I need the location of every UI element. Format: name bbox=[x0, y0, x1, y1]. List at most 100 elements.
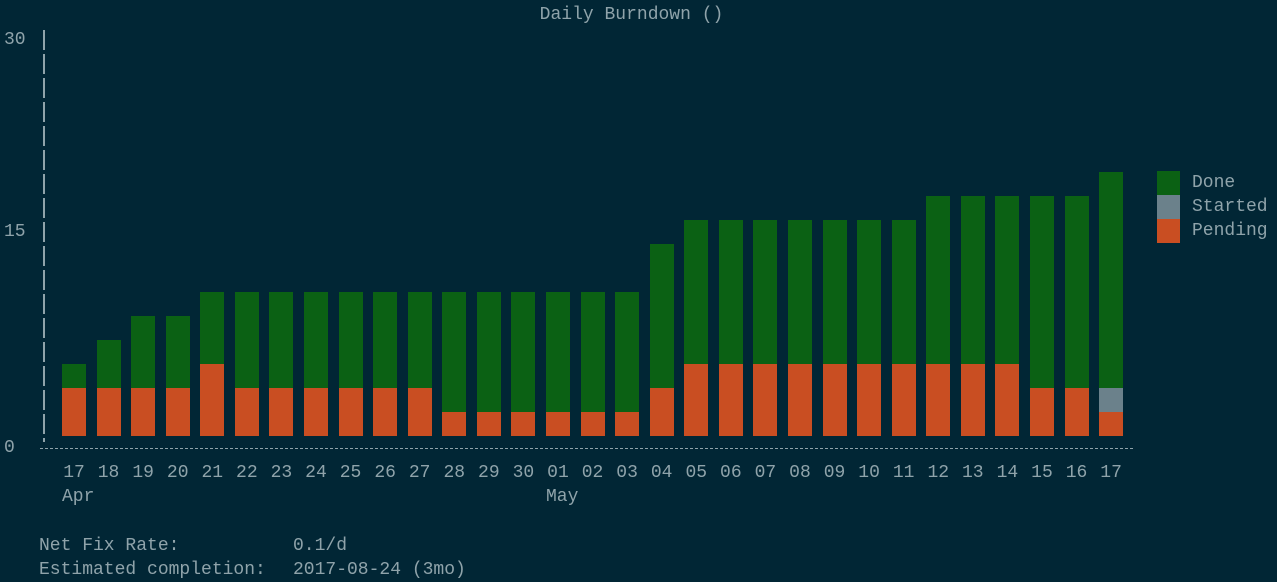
bar-done bbox=[891, 220, 916, 364]
bar-done bbox=[165, 316, 190, 388]
bar-done bbox=[1029, 196, 1054, 388]
bar-pending bbox=[269, 388, 294, 436]
x-tick-label: 16 bbox=[1065, 463, 1088, 483]
bar-done bbox=[753, 220, 778, 364]
bar-pending bbox=[373, 388, 398, 436]
x-tick-label: 04 bbox=[650, 463, 673, 483]
bar-done bbox=[62, 364, 86, 388]
x-tick-label: 07 bbox=[754, 463, 777, 483]
bar-pending bbox=[822, 364, 847, 436]
x-tick-label: 21 bbox=[201, 463, 224, 483]
bar-done bbox=[303, 292, 328, 388]
bar-pending bbox=[995, 364, 1020, 436]
bar-done bbox=[615, 292, 640, 412]
bar-pending bbox=[131, 388, 156, 436]
x-tick-label: 22 bbox=[236, 463, 258, 483]
bar-pending bbox=[926, 364, 951, 436]
x-tick-label: 15 bbox=[1031, 463, 1053, 483]
x-tick-label: 12 bbox=[927, 463, 950, 483]
y-tick-label: 30 bbox=[4, 30, 26, 50]
bar-done bbox=[822, 220, 847, 364]
bar-pending bbox=[338, 388, 363, 436]
x-tick-label: 24 bbox=[305, 463, 327, 483]
legend-label-started: Started bbox=[1192, 197, 1268, 217]
x-tick-label: 17 bbox=[63, 463, 85, 483]
bar-pending bbox=[1029, 388, 1054, 436]
bar-done bbox=[269, 292, 294, 388]
legend-swatch-done bbox=[1157, 171, 1180, 195]
bar-pending bbox=[234, 388, 259, 436]
x-tick-label: 17 bbox=[1100, 463, 1122, 483]
bar-pending bbox=[511, 412, 536, 436]
x-tick-label: 14 bbox=[996, 463, 1019, 483]
bar-pending bbox=[580, 412, 605, 436]
bar-done bbox=[718, 220, 743, 364]
bar-pending bbox=[753, 364, 778, 436]
chart-title: Daily Burndown () bbox=[539, 5, 724, 25]
bar-pending bbox=[649, 388, 674, 436]
x-tick-label: 08 bbox=[789, 463, 811, 483]
x-tick-label: 02 bbox=[581, 463, 604, 483]
x-tick-label: 05 bbox=[685, 463, 708, 483]
x-tick-label: 06 bbox=[720, 463, 742, 483]
bar-pending bbox=[684, 364, 709, 436]
bar-done bbox=[649, 244, 674, 388]
month-label: May bbox=[545, 487, 579, 507]
bar-pending bbox=[857, 364, 882, 436]
bar-done bbox=[96, 340, 121, 388]
bar-pending bbox=[615, 412, 640, 436]
bar-done bbox=[580, 292, 605, 412]
net-fix-rate-label: Net Fix Rate: bbox=[39, 536, 180, 556]
bar-done bbox=[131, 316, 156, 388]
x-tick-label: 28 bbox=[443, 463, 466, 483]
bar-done bbox=[857, 220, 882, 364]
bar-done bbox=[1064, 196, 1089, 388]
net-fix-rate-value: 0.1/d bbox=[293, 536, 348, 556]
bar-pending bbox=[545, 412, 570, 436]
bar-pending bbox=[62, 388, 86, 436]
legend-label-done: Done bbox=[1192, 173, 1236, 193]
bar-pending bbox=[891, 364, 916, 436]
bar-pending bbox=[718, 364, 743, 436]
bar-pending bbox=[96, 388, 121, 436]
bar-done bbox=[200, 292, 225, 364]
bar-done bbox=[960, 196, 985, 364]
x-tick-label: 23 bbox=[270, 463, 293, 483]
bar-done bbox=[926, 196, 951, 364]
legend-swatch-started bbox=[1157, 195, 1180, 219]
bar-pending bbox=[960, 364, 985, 436]
bar-done bbox=[373, 292, 398, 388]
x-tick-label: 09 bbox=[823, 463, 846, 483]
estimated-completion-label: Estimated completion: bbox=[39, 560, 266, 580]
bar-done bbox=[684, 220, 709, 364]
x-tick-label: 01 bbox=[547, 463, 569, 483]
bar-pending bbox=[303, 388, 328, 436]
x-tick-label: 25 bbox=[339, 463, 362, 483]
legend-label-pending: Pending bbox=[1192, 221, 1268, 241]
bar-done bbox=[476, 292, 501, 412]
bar-pending bbox=[165, 388, 190, 436]
x-tick-label: 19 bbox=[132, 463, 154, 483]
month-label: Apr bbox=[62, 487, 95, 507]
bar-done bbox=[407, 292, 432, 388]
x-tick-label: 30 bbox=[512, 463, 535, 483]
x-tick-label: 10 bbox=[858, 463, 880, 483]
bar-pending bbox=[407, 388, 432, 436]
bar-done bbox=[338, 292, 363, 388]
y-tick-label: 15 bbox=[4, 222, 26, 242]
x-tick-label: 29 bbox=[478, 463, 500, 483]
bar-done bbox=[1099, 172, 1124, 388]
legend-swatch-pending bbox=[1157, 219, 1180, 243]
x-tick-label: 18 bbox=[97, 463, 120, 483]
x-tick-label: 20 bbox=[166, 463, 189, 483]
bar-started bbox=[1099, 388, 1124, 412]
y-axis bbox=[43, 30, 45, 442]
bar-done bbox=[234, 292, 259, 388]
bar-pending bbox=[1099, 412, 1124, 436]
bar-pending bbox=[442, 412, 467, 436]
bar-pending bbox=[200, 364, 225, 436]
x-tick-label: 27 bbox=[408, 463, 431, 483]
bar-pending bbox=[476, 412, 501, 436]
x-tick-label: 26 bbox=[374, 463, 396, 483]
estimated-completion-value: 2017-08-24 (3mo) bbox=[293, 560, 466, 580]
